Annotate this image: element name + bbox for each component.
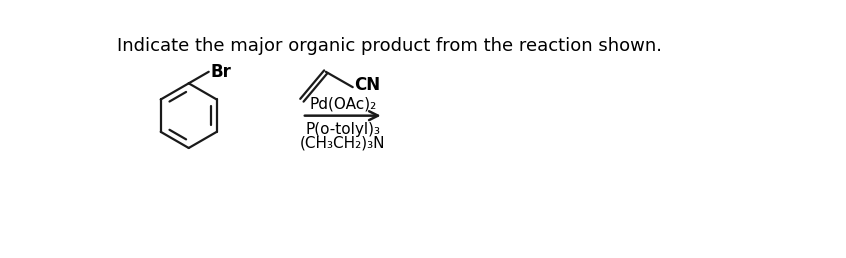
Text: (CH₃CH₂)₃N: (CH₃CH₂)₃N	[300, 136, 386, 151]
Text: Indicate the major organic product from the reaction shown.: Indicate the major organic product from …	[117, 37, 662, 55]
Text: P(o-tolyl)₃: P(o-tolyl)₃	[305, 122, 380, 137]
Text: Br: Br	[211, 63, 231, 81]
Text: CN: CN	[354, 76, 381, 94]
Text: Pd(OAc)₂: Pd(OAc)₂	[309, 96, 376, 111]
